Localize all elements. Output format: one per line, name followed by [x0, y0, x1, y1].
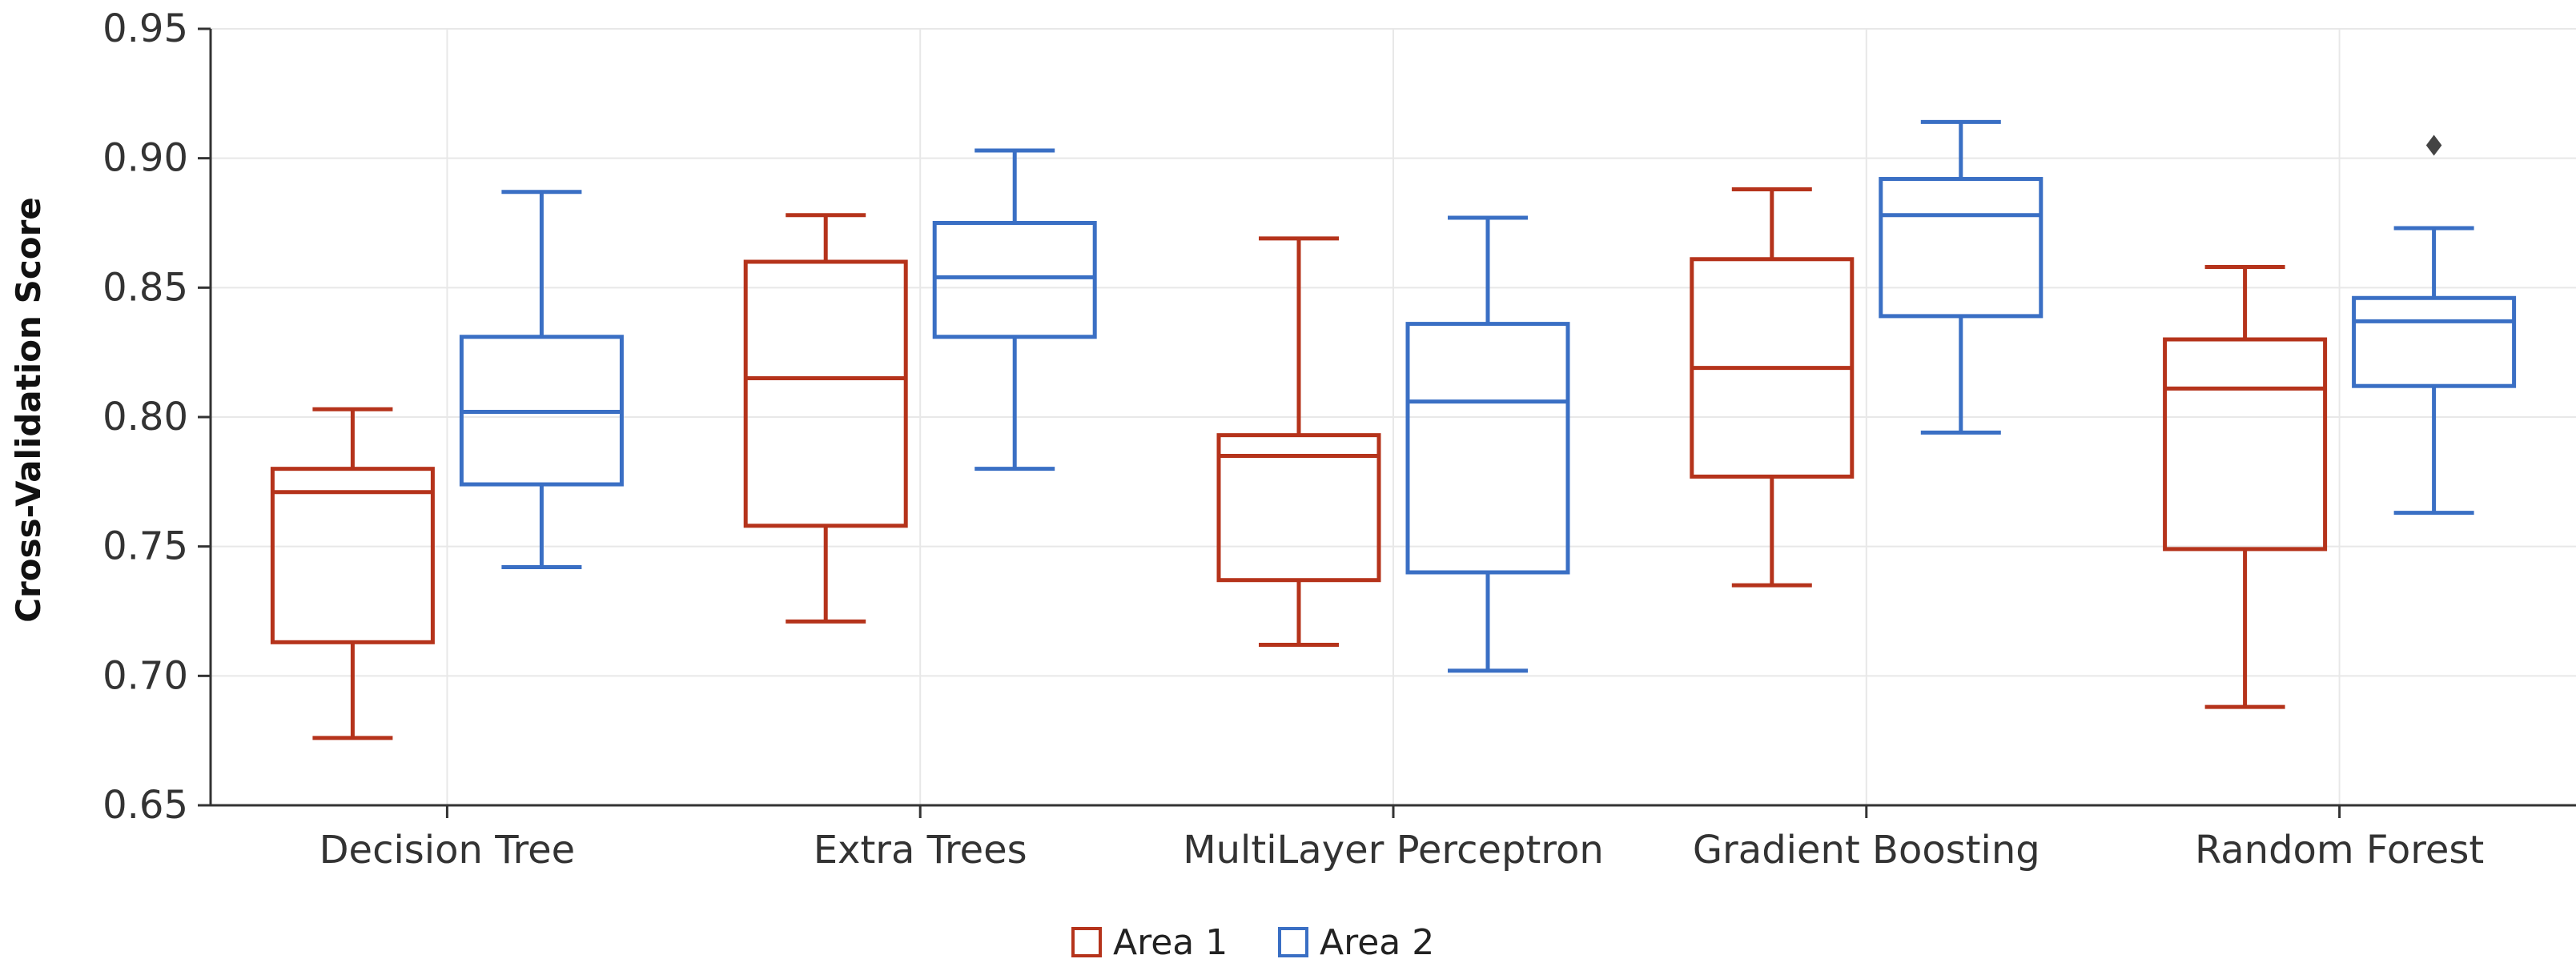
box-group [932, 148, 1097, 471]
y-tick-label: 0.65 [102, 783, 188, 828]
legend-label: Area 2 [1320, 922, 1434, 963]
box-iqr [2352, 295, 2517, 388]
x-tick-label: Extra Trees [814, 828, 1027, 873]
box-group [1879, 119, 2044, 435]
boxes [270, 119, 2517, 740]
box-group [2352, 134, 2517, 516]
legend-swatch [1071, 927, 1102, 957]
legend: Area 1 Area 2 [1071, 922, 1434, 963]
y-tick-label: 0.90 [102, 136, 188, 181]
box-iqr [932, 221, 1097, 339]
box-group [1405, 215, 1570, 673]
box-group [1216, 236, 1381, 648]
axes [198, 27, 2576, 818]
box-iqr [1405, 322, 1570, 575]
box-iqr [270, 467, 435, 644]
x-tick-label: Random Forest [2195, 828, 2484, 873]
y-tick-labels: 0.65 0.70 0.75 0.80 0.85 0.90 0.95 [102, 6, 188, 828]
x-tick-label: Gradient Boosting [1693, 828, 2040, 873]
x-tick-labels: Decision Tree Extra Trees MultiLayer Perce… [319, 828, 2485, 873]
box-iqr [2163, 337, 2328, 552]
box-group [270, 407, 435, 740]
box-group [459, 190, 624, 570]
x-tick-label: Decision Tree [319, 828, 576, 873]
grid-lines [211, 28, 2576, 805]
outlier-point [2425, 134, 2442, 156]
box-iqr [743, 259, 908, 528]
box-iqr [1879, 177, 2044, 319]
legend-label: Area 1 [1113, 922, 1228, 963]
y-tick-label: 0.75 [102, 524, 188, 569]
y-tick-label: 0.95 [102, 6, 188, 51]
y-tick-label: 0.70 [102, 653, 188, 698]
x-tick-label: MultiLayer Perceptron [1183, 828, 1604, 873]
y-axis-title: Cross-Validation Score [9, 197, 48, 623]
box-group [2163, 264, 2328, 709]
y-tick-label: 0.80 [102, 395, 188, 439]
y-tick-label: 0.85 [102, 265, 188, 310]
box-iqr [1216, 433, 1381, 583]
box-group [743, 213, 908, 624]
box-group [1690, 187, 1855, 588]
legend-swatch [1278, 927, 1308, 957]
